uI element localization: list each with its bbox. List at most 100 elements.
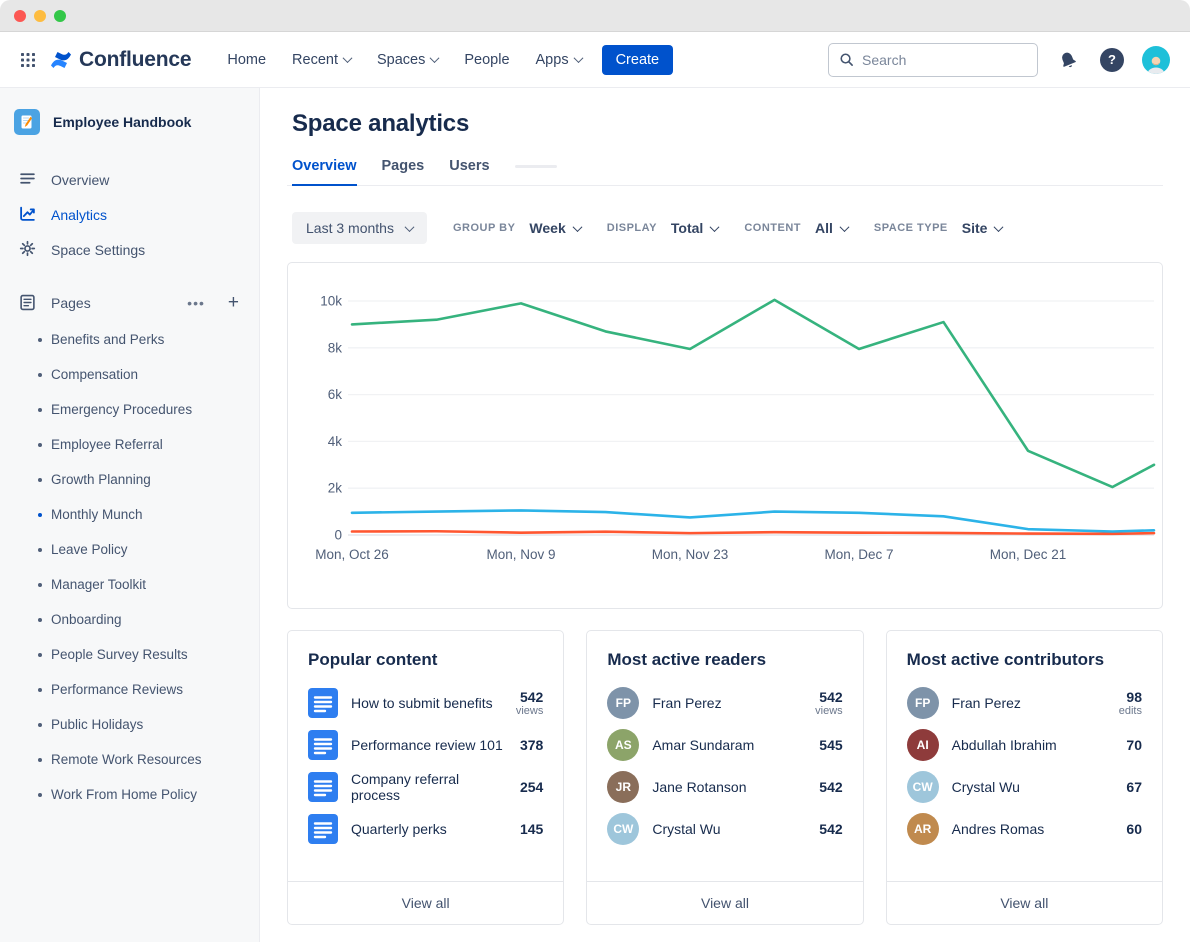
card-row-value: 542 views [815,689,843,718]
user-avatar[interactable] [1142,45,1170,74]
sidebar-pages-header[interactable]: Pages ••• + [0,285,259,320]
card-row-fran-perez[interactable]: FP Fran Perez 98 edits [906,687,1142,719]
page-item-onboarding[interactable]: Onboarding [0,602,259,637]
y-axis-tick: 6k [328,387,343,402]
page-item-monthly-munch[interactable]: Monthly Munch [0,497,259,532]
card-row-label: Crystal Wu [951,779,1020,795]
card-rows: FP Fran Perez 542 views AS Amar Sundaram 545 JR… [607,687,843,845]
app-switcher-icon[interactable] [14,46,42,74]
confluence-logo[interactable]: Confluence [50,48,192,72]
space-header[interactable]: Employee Handbook [0,108,259,136]
sidebar-item-label: Overview [51,171,110,188]
view-all-button[interactable]: View all [288,881,564,924]
create-button[interactable]: Create [601,44,674,75]
close-window-button[interactable] [14,9,26,22]
page-item-manager-toolkit[interactable]: Manager Toolkit [0,567,259,602]
card-row-performance-review-101[interactable]: Performance review 101 378 [308,729,543,761]
display-value: Total [670,220,704,236]
blue-line [350,509,1156,533]
page-item-emergency-procedures[interactable]: Emergency Procedures [0,392,259,427]
tab-overview[interactable]: Overview [292,158,357,186]
value-unit: edits [1118,704,1142,717]
tab-users[interactable]: Users [449,158,490,174]
help-button[interactable]: ? [1098,46,1126,74]
nav-item-apps[interactable]: Apps [526,44,592,76]
overview-icon [19,170,36,190]
chevron-down-icon [994,221,1004,232]
card-row-company-referral-process[interactable]: Company referral process 254 [308,771,543,803]
minimize-window-button[interactable] [34,9,46,22]
page-item-people-survey-results[interactable]: People Survey Results [0,637,259,672]
space-type-dropdown[interactable]: Site [962,220,1004,236]
analytics-chart: 0 2k 4k 6k 8k 10k Mon, Oct 26 Mon, Nov 9 Mon, No… [315,294,1156,562]
card-row-label: Andres Romas [951,821,1045,837]
page-item-compensation[interactable]: Compensation [0,357,259,392]
analytics-chart-card: 0 2k 4k 6k 8k 10k Mon, Oct 26 Mon, Nov 9 Mon, No… [287,262,1163,609]
card-row-label: Fran Perez [951,695,1021,711]
display-dropdown[interactable]: Total [670,220,720,236]
nav-item-home[interactable]: Home [217,44,276,76]
view-all-button[interactable]: View all [587,881,863,924]
sidebar-item-analytics[interactable]: Analytics [0,197,259,232]
page-item-work-from-home-policy[interactable]: Work From Home Policy [0,777,259,812]
card-row-andres-romas[interactable]: AR Andres Romas 60 [906,813,1142,845]
chevron-down-icon [404,221,415,232]
chevron-down-icon [572,221,583,232]
group-by-dropdown[interactable]: Week [529,220,583,236]
page-item-growth-planning[interactable]: Growth Planning [0,462,259,497]
plus-icon[interactable]: + [227,292,239,313]
card-row-value: 70 [1126,737,1142,753]
page-title: Space analytics [292,110,470,137]
card-row-crystal-wu[interactable]: CW Crystal Wu 67 [906,771,1142,803]
card-row-fran-perez[interactable]: FP Fran Perez 542 views [607,687,843,719]
pages-list: Benefits and Perks Compensation Emergency … [0,322,259,812]
page-item-benefits-and-perks[interactable]: Benefits and Perks [0,322,259,357]
bullet-icon [38,407,42,412]
card-row-amar-sundaram[interactable]: AS Amar Sundaram 545 [607,729,843,761]
tab-pages[interactable]: Pages [381,158,425,174]
page-item-label: Work From Home Policy [51,787,198,802]
card-row-crystal-wu[interactable]: CW Crystal Wu 542 [607,813,843,845]
page-item-performance-reviews[interactable]: Performance Reviews [0,672,259,707]
search-box[interactable] [828,42,1038,77]
search-icon [840,53,853,66]
green-line [350,298,1156,489]
card-row-abdullah-ibrahim[interactable]: AI Abdullah Ibrahim 70 [906,729,1142,761]
page-item-employee-referral[interactable]: Employee Referral [0,427,259,462]
bullet-icon [38,337,42,342]
avatar: CW [906,771,939,803]
analytics-icon [19,205,36,225]
card-row-how-to-submit-benefits[interactable]: How to submit benefits 542 views [308,687,543,719]
value-number: 542 [519,688,544,705]
chevron-down-icon [342,53,353,64]
sidebar-item-overview[interactable]: Overview [0,162,259,197]
more-icon[interactable]: ••• [187,294,205,311]
content-value: All [815,220,833,236]
nav-item-people[interactable]: People [454,44,519,76]
value-number: 254 [519,778,544,795]
card-row-quarterly-perks[interactable]: Quarterly perks 145 [308,813,543,845]
bullet-icon [38,792,42,797]
content-dropdown[interactable]: All [815,220,850,236]
chevron-down-icon [573,53,584,64]
page-item-remote-work-resources[interactable]: Remote Work Resources [0,742,259,777]
card-rows: FP Fran Perez 98 edits AI Abdullah Ibrahim 70 C… [906,687,1142,845]
avatar: FP [607,687,640,719]
card-row-jane-rotanson[interactable]: JR Jane Rotanson 542 [607,771,843,803]
nav-item-spaces[interactable]: Spaces [367,44,448,76]
page-item-label: Manager Toolkit [51,577,147,592]
sidebar-item-space-settings[interactable]: Space Settings [0,232,259,267]
page-item-leave-policy[interactable]: Leave Policy [0,532,259,567]
search-input[interactable] [862,51,1012,68]
nav-item-recent[interactable]: Recent [282,44,361,76]
view-all-button[interactable]: View all [886,881,1162,924]
card-row-label: Abdullah Ibrahim [951,737,1057,753]
nav-item-label: Recent [292,51,338,68]
page-item-public-holidays[interactable]: Public Holidays [0,707,259,742]
display-label: DISPLAY [606,222,657,234]
zoom-window-button[interactable] [54,9,66,22]
notifications-button[interactable] [1054,46,1082,74]
question-mark-icon: ? [1100,47,1124,72]
card-row-label: How to submit benefits [351,695,493,711]
date-range-dropdown[interactable]: Last 3 months [292,212,427,244]
